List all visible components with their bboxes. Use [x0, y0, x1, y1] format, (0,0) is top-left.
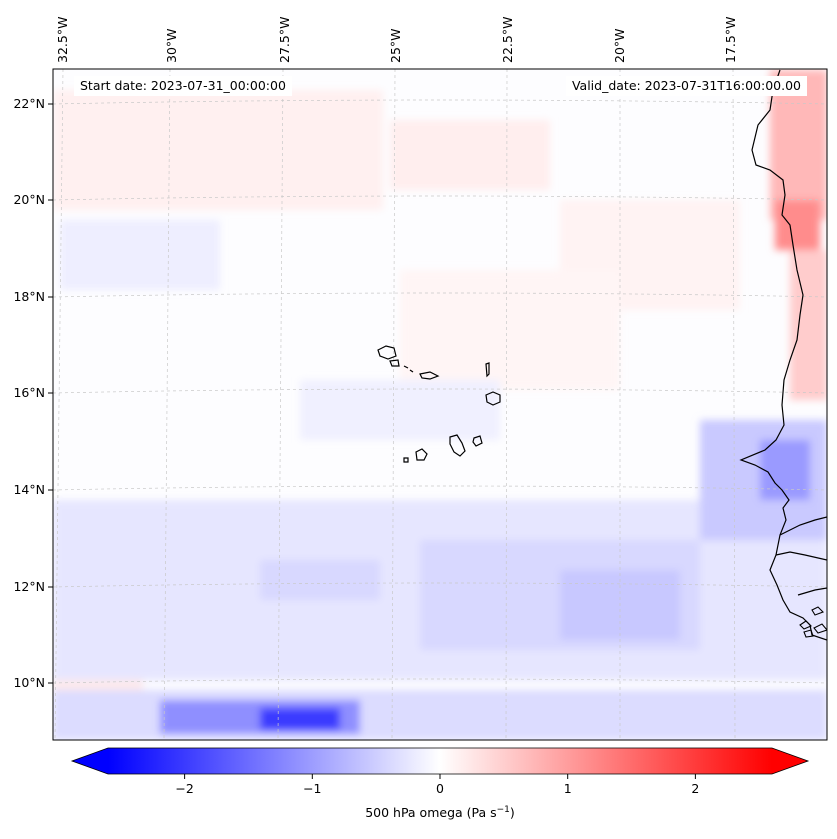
lat-label-12n: 12°N [13, 579, 45, 594]
lat-label-14n: 14°N [13, 482, 45, 497]
colorbar-ticks: −2 −1 0 1 2 [175, 774, 699, 796]
lat-label-16n: 16°N [13, 385, 45, 400]
start-date-label: Start date: 2023-07-31_00:00:00 [74, 76, 292, 96]
cape-verde-islands [377, 345, 501, 463]
colorbar-tick-label: −1 [303, 781, 321, 796]
lon-label-27-5w: 27.5°W [277, 17, 292, 63]
colorbar-label: 500 hPa omega (Pa s−1) [0, 805, 837, 820]
colorbar-tick-label: −2 [175, 781, 193, 796]
colorbar-label-prefix: 500 hPa omega (Pa s [365, 805, 497, 821]
lon-labels: 32.5°W 30°W 27.5°W 25°W 22.5°W 20°W 17.5… [55, 17, 738, 63]
bijagos-islands [799, 606, 827, 638]
colorbar-label-exponent: −1 [496, 805, 510, 815]
colorbar: −2 −1 0 1 2 [70, 747, 810, 796]
lat-label-10n: 10°N [13, 675, 45, 690]
map-plot-area[interactable] [52, 68, 828, 741]
lon-label-22-5w: 22.5°W [500, 17, 515, 63]
lon-label-20w: 20°W [612, 28, 627, 63]
lat-tick-marks [48, 103, 53, 684]
lat-labels: 22°N 20°N 18°N 16°N 14°N 12°N 10°N [13, 96, 45, 690]
lon-label-17-5w: 17.5°W [723, 17, 738, 63]
graticule [53, 69, 827, 740]
colorbar-max-extension [772, 748, 808, 774]
omega-field [53, 69, 827, 740]
colorbar-tick-label: 1 [564, 781, 572, 796]
lon-label-30w: 30°W [164, 28, 179, 63]
lat-label-18n: 18°N [13, 289, 45, 304]
african-coastline [739, 69, 827, 641]
lat-label-22n: 22°N [13, 96, 45, 111]
map-frame [52, 68, 828, 741]
colorbar-tick-label: 2 [691, 781, 699, 796]
colorbar-tick-label: 0 [436, 781, 444, 796]
valid-date-label: Valid_date: 2023-07-31T16:00:00.00 [565, 76, 807, 96]
colorbar-min-extension [72, 748, 108, 774]
lon-label-25w: 25°W [388, 28, 403, 63]
lat-label-20n: 20°N [13, 192, 45, 207]
colorbar-label-suffix: ) [509, 805, 515, 821]
lon-label-32-5w: 32.5°W [55, 17, 70, 63]
